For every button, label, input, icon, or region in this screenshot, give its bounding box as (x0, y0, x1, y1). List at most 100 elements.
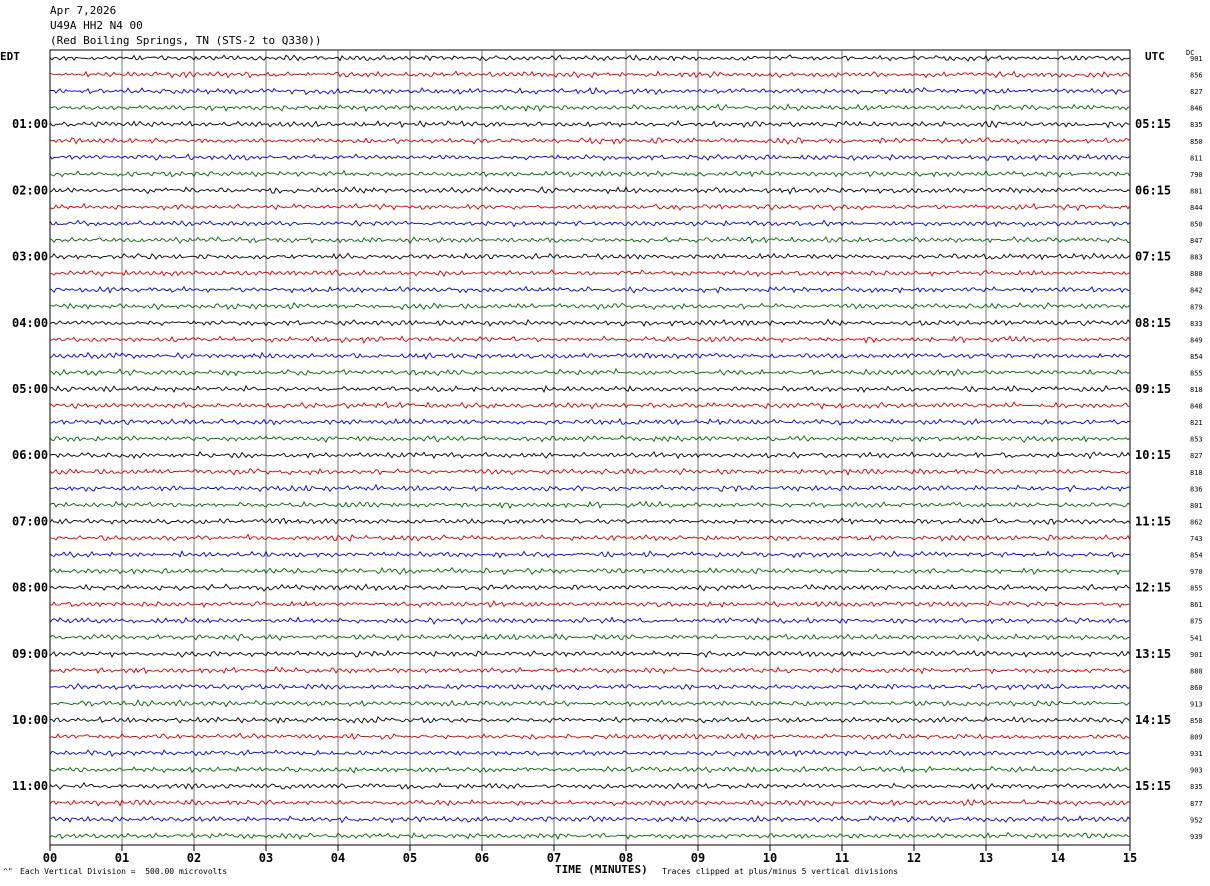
seismogram-trace (49, 517, 1131, 526)
corner-mark: ^" (3, 867, 13, 876)
dc-offset-value: 881 (1190, 187, 1203, 195)
seismogram-trace (49, 467, 1131, 476)
seismogram-trace (49, 566, 1131, 576)
seismogram-trace (49, 318, 1131, 327)
dc-offset-value: 880 (1190, 270, 1203, 278)
right-hour-label: 14:15 (1135, 713, 1171, 727)
plot-frame (49, 49, 1131, 846)
dc-offset-value: 952 (1190, 816, 1203, 824)
seismogram-trace (49, 599, 1130, 609)
x-tick-label: 06 (475, 851, 489, 865)
left-hour-label: 01:00 (12, 117, 48, 131)
dc-offset-value: 939 (1190, 833, 1203, 841)
x-tick-label: 09 (691, 851, 705, 865)
scale-note: Each Vertical Division = 500.00 microvol… (20, 867, 228, 876)
right-timezone-label: UTC (1145, 50, 1165, 63)
x-tick-label: 11 (835, 851, 849, 865)
dc-offset-value: 883 (1190, 254, 1203, 262)
header-location: (Red Boiling Springs, TN (STS-2 to Q330)… (50, 34, 322, 47)
seismogram-trace (49, 269, 1131, 278)
left-timezone-label: EDT (0, 50, 20, 63)
dc-offset-value: 821 (1190, 419, 1203, 427)
dc-offset-value: 901 (1190, 55, 1203, 63)
seismogram-trace (49, 798, 1131, 807)
dc-offset-value: 809 (1190, 734, 1203, 742)
dc-offset-value: 801 (1190, 502, 1203, 510)
dc-offset-value: 836 (1190, 485, 1203, 493)
seismogram-trace (49, 285, 1131, 294)
left-hour-label: 11:00 (12, 779, 48, 793)
left-hour-label: 08:00 (12, 581, 48, 595)
right-hour-label: 11:15 (1135, 514, 1171, 528)
seismogram-trace (49, 351, 1131, 361)
seismogram-trace (49, 153, 1131, 162)
dc-offset-value: 835 (1190, 121, 1203, 129)
x-tick-label: 02 (187, 851, 201, 865)
x-tick-label: 03 (259, 851, 273, 865)
right-hour-label: 09:15 (1135, 382, 1171, 396)
clip-note: Traces clipped at plus/minus 5 vertical … (662, 867, 899, 876)
seismogram-trace (49, 137, 1131, 145)
dc-offset-value: 860 (1190, 684, 1203, 692)
seismogram-trace (49, 683, 1131, 691)
dc-column-label: DC (1186, 49, 1195, 57)
seismogram-trace (49, 616, 1131, 625)
right-hour-label: 05:15 (1135, 117, 1171, 131)
dc-offset-value: 875 (1190, 618, 1203, 626)
seismogram-trace (49, 186, 1131, 195)
left-hour-label: 02:00 (12, 183, 48, 197)
seismogram-trace (49, 119, 1131, 129)
seismogram-trace (49, 384, 1131, 394)
dc-offset-value: 903 (1190, 767, 1203, 775)
header-station: U49A HH2 N4 00 (50, 19, 143, 32)
header-date: Apr 7,2026 (50, 4, 117, 17)
seismogram-trace (49, 219, 1131, 228)
dc-offset-value: 850 (1190, 138, 1203, 146)
seismogram-trace (49, 831, 1131, 840)
dc-offset-value: 790 (1190, 171, 1203, 179)
seismogram-trace (49, 451, 1131, 460)
seismogram-trace (49, 367, 1131, 377)
dc-offset-value: 827 (1190, 88, 1203, 96)
dc-offset-value: 855 (1190, 369, 1203, 377)
right-hour-label: 06:15 (1135, 183, 1171, 197)
x-tick-label: 04 (331, 851, 345, 865)
left-hour-label: 09:00 (12, 647, 48, 661)
dc-offset-value: 818 (1190, 469, 1203, 477)
x-tick-label: 15 (1123, 851, 1137, 865)
dc-offset-value: 970 (1190, 568, 1203, 576)
right-hour-label: 15:15 (1135, 779, 1171, 793)
dc-offset-value: 846 (1190, 105, 1203, 113)
left-hour-label: 10:00 (12, 713, 48, 727)
x-tick-label: 14 (1051, 851, 1065, 865)
seismogram-trace (49, 103, 1131, 113)
dc-offset-value: 855 (1190, 585, 1203, 593)
seismogram-trace (49, 633, 1131, 642)
x-tick-label: 01 (115, 851, 129, 865)
seismogram-trace (49, 550, 1131, 559)
seismogram-trace (49, 765, 1131, 774)
seismogram-trace (49, 583, 1131, 592)
left-hour-label: 05:00 (12, 382, 48, 396)
dc-offset-value: 850 (1190, 221, 1203, 229)
seismogram-trace (49, 202, 1131, 212)
dc-offset-value: 862 (1190, 518, 1203, 526)
dc-offset-value: 901 (1190, 651, 1203, 659)
seismogram-trace (49, 302, 1131, 311)
left-hour-label: 06:00 (12, 448, 48, 462)
dc-offset-value: 541 (1190, 634, 1203, 642)
right-hour-label: 12:15 (1135, 581, 1171, 595)
seismogram-trace (49, 418, 1131, 426)
dc-offset-value: 858 (1190, 717, 1203, 725)
dc-offset-value: 877 (1190, 800, 1203, 808)
seismogram-trace (49, 500, 1131, 510)
x-tick-label: 00 (43, 851, 57, 865)
seismogram-trace (49, 236, 1131, 245)
seismogram-trace (49, 70, 1131, 79)
seismogram-trace (49, 732, 1131, 741)
seismogram-trace (49, 335, 1131, 344)
right-hour-label: 08:15 (1135, 316, 1171, 330)
seismogram-trace (49, 434, 1131, 443)
x-tick-label: 07 (547, 851, 561, 865)
